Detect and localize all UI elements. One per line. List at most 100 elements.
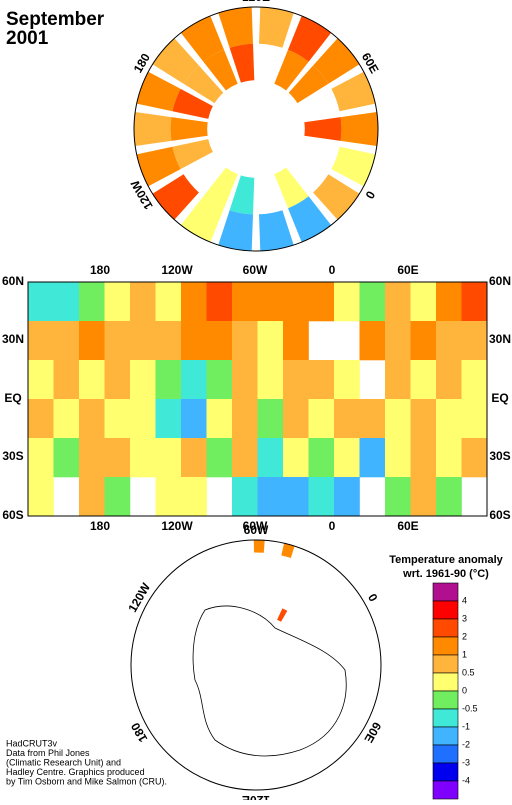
anomaly-cell <box>79 282 105 322</box>
legend-label: 4 <box>462 595 467 605</box>
anomaly-cell <box>53 438 80 478</box>
anomaly-cell <box>229 175 255 215</box>
legend-title: Temperature anomaly <box>389 554 503 566</box>
anomaly-cell <box>232 399 258 439</box>
anomaly-cell <box>155 438 182 478</box>
lon-label: 60E <box>397 519 418 533</box>
anomaly-cell <box>79 438 105 478</box>
legend-label: 0.5 <box>462 667 475 677</box>
anomaly-cell <box>28 477 54 517</box>
legend-swatch <box>432 744 459 764</box>
anomaly-cell <box>308 282 335 322</box>
anomaly-cell <box>206 438 233 478</box>
anomaly-cell <box>181 321 207 361</box>
anomaly-cell <box>461 438 488 478</box>
anomaly-cell <box>181 282 207 322</box>
anomaly-cell <box>334 282 360 322</box>
anomaly-cell <box>410 360 437 400</box>
anomaly-cell <box>104 477 131 517</box>
anomaly-cell <box>28 321 54 361</box>
legend-label: -3 <box>462 757 470 767</box>
north-polar-map: 120E60E0120W180 <box>128 0 382 252</box>
anomaly-cell <box>304 117 342 141</box>
anomaly-cell <box>181 477 207 517</box>
anomaly-cell <box>410 438 437 478</box>
anomaly-cell <box>180 15 224 62</box>
anomaly-cell <box>232 438 258 478</box>
anomaly-cell <box>152 38 199 84</box>
anomaly-cell <box>155 360 182 400</box>
legend-swatch <box>432 726 459 746</box>
map-border <box>27 281 488 517</box>
anomaly-cell <box>181 360 207 400</box>
anomaly-cell <box>436 477 462 517</box>
lon-label: 0 <box>329 263 336 277</box>
lat-label: EQ <box>4 391 21 405</box>
anomaly-cell <box>183 65 224 104</box>
anomaly-cell <box>232 282 258 322</box>
anomaly-cell <box>206 360 233 400</box>
anomaly-cell <box>229 43 255 83</box>
anomaly-cell <box>180 196 224 243</box>
anomaly-cell <box>130 282 156 322</box>
anomaly-cell <box>436 360 462 400</box>
anomaly-cell <box>155 477 182 517</box>
anomaly-cell <box>104 438 131 478</box>
anomaly-cell <box>134 112 172 146</box>
anomaly-cell <box>155 321 182 361</box>
anomaly-cell <box>308 360 335 400</box>
lon-label: 60E <box>361 720 384 745</box>
anomaly-cell <box>181 438 207 478</box>
anomaly-cell <box>130 360 156 400</box>
legend-label: -4 <box>462 775 470 785</box>
anomaly-cell <box>104 282 131 322</box>
lon-label: 60E <box>397 263 418 277</box>
legend-swatch <box>432 654 459 674</box>
legend-swatch <box>432 690 459 710</box>
anomaly-cell <box>136 71 181 112</box>
anomaly-cell <box>281 543 295 558</box>
anomaly-cell <box>461 399 488 439</box>
anomaly-cell <box>359 282 386 322</box>
anomaly-cell <box>461 282 488 322</box>
legend-label: 3 <box>462 613 467 623</box>
credit-line: Data from Phil Jones <box>6 748 90 758</box>
lon-label: 180 <box>131 51 153 76</box>
anomaly-cell <box>277 608 288 622</box>
lon-label: 120E <box>242 793 270 800</box>
anomaly-cell <box>155 282 182 322</box>
anomaly-cell <box>436 438 462 478</box>
anomaly-cell <box>257 282 284 322</box>
legend-label: 2 <box>462 631 467 641</box>
anomaly-cell <box>385 477 411 517</box>
lat-label: 60N <box>2 274 24 288</box>
lon-label: 120W <box>161 519 193 533</box>
antarctica-outline <box>192 605 347 757</box>
anomaly-cell <box>334 477 360 517</box>
anomaly-cell <box>274 49 309 91</box>
lat-label: 60S <box>2 508 23 522</box>
anomaly-cell <box>53 399 80 439</box>
anomaly-cell <box>206 399 233 439</box>
legend-label: -0.5 <box>462 703 478 713</box>
anomaly-cell <box>359 321 386 361</box>
anomaly-cell <box>283 438 309 478</box>
legend-subtitle: wrt. 1961-90 (°C) <box>402 568 489 580</box>
anomaly-cell <box>283 477 309 517</box>
anomaly-cell <box>313 38 360 84</box>
title: September <box>6 9 105 30</box>
anomaly-cell <box>274 167 309 209</box>
anomaly-cell <box>206 282 233 322</box>
anomaly-cell <box>53 282 80 322</box>
legend-swatch <box>432 780 459 800</box>
anomaly-cell <box>79 477 105 517</box>
map-border <box>133 6 379 252</box>
legend-label: -2 <box>462 739 470 749</box>
lon-label: 120W <box>161 263 193 277</box>
anomaly-cell <box>283 282 309 322</box>
anomaly-cell <box>172 139 213 170</box>
anomaly-cell <box>170 117 208 141</box>
anomaly-cell <box>257 438 284 478</box>
lat-label: 30N <box>489 332 511 346</box>
map-border <box>130 539 382 791</box>
